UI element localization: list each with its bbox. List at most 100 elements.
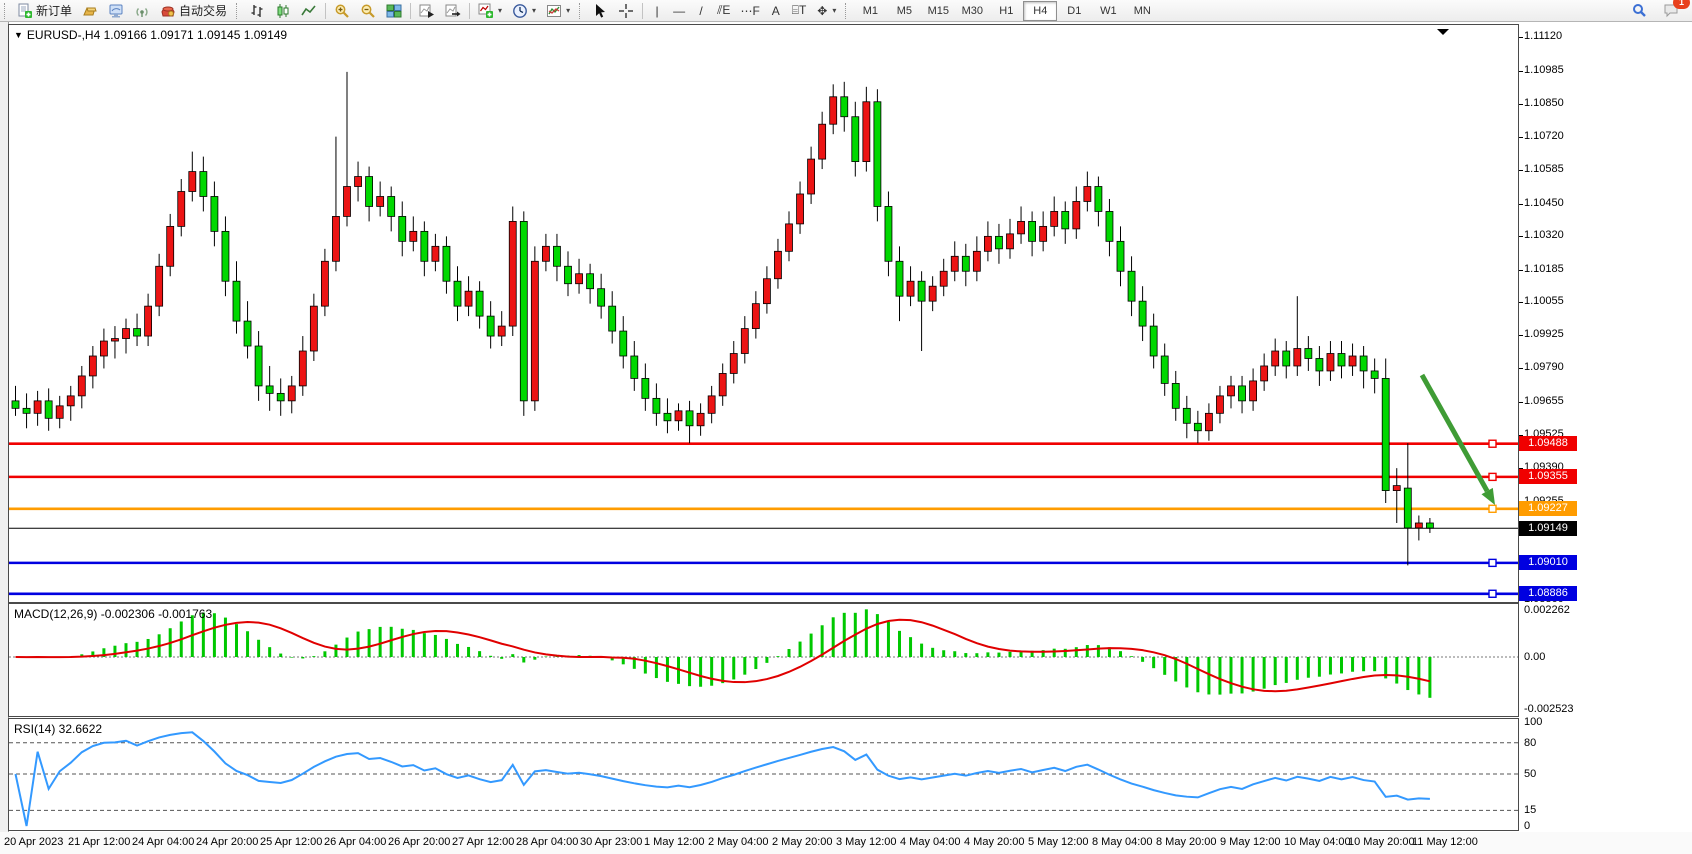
candle-body [1205,412,1213,432]
time-axis-label: 5 May 12:00 [1028,836,1089,848]
chart-stage: ▼ EURUSD-,H4 1.09166 1.09171 1.09145 1.0… [0,22,1692,854]
macd-pane[interactable]: MACD(12,26,9) -0.002306 -0.001763 [8,603,1519,717]
candle-body [1238,385,1246,402]
crosshair-button[interactable] [613,0,639,22]
macd-chart-canvas[interactable] [9,604,1518,716]
candle-body [906,280,915,297]
time-axis-label: 24 Apr 20:00 [196,836,259,848]
new-order-label: 新订单 [36,4,73,18]
candle-body [829,96,838,125]
candle-body [1426,522,1434,529]
vertical-line-tool-button[interactable]: | [646,0,668,22]
toolbar-grip[interactable] [4,2,10,19]
toolbar-grip[interactable] [845,2,851,19]
notification-badge: 1 [1673,0,1690,9]
toolbar-separator [469,2,471,19]
candle-body [851,116,860,162]
rsi-pane[interactable]: RSI(14) 32.6622 [8,718,1519,831]
cursor-button[interactable] [587,0,613,22]
time-axis-label: 27 Apr 12:00 [452,836,515,848]
bar-chart-button[interactable] [244,0,270,22]
down-arrow-annotation[interactable] [1419,373,1490,493]
candle-body [961,255,970,272]
timeframe-button-h4[interactable]: H4 [1023,0,1058,21]
fibonacci-tool-button[interactable]: ⋯F [735,0,764,22]
candle-body [343,186,351,217]
hline-handle[interactable] [1488,504,1497,513]
time-axis-label: 10 May 04:00 [1284,836,1351,848]
hline-handle[interactable] [1488,439,1497,448]
new-order-button[interactable]: 新订单 [12,0,77,22]
signals-button[interactable] [129,0,155,22]
equidistant-channel-tool-button[interactable]: ⫽E [712,0,735,22]
price-pane[interactable]: ▼ EURUSD-,H4 1.09166 1.09171 1.09145 1.0… [8,24,1519,603]
candle-body [1304,348,1313,359]
chart-shift-button[interactable] [440,0,466,22]
market-button[interactable] [77,0,103,22]
templates-button[interactable]: ▾ [541,0,575,22]
timeframe-button-mn[interactable]: MN [1133,4,1151,17]
timeframe-button-m30[interactable]: M30 [961,4,984,17]
horizontal-line-tool-button[interactable]: — [668,0,690,22]
timeframe-button-m5[interactable]: M5 [896,4,912,17]
time-axis-label: 4 May 20:00 [964,836,1025,848]
rsi-label: RSI(14) 32.6622 [14,722,103,736]
arrows-tool-dropdown-caret[interactable]: ▾ [832,6,837,15]
candle-body [519,221,528,402]
candle-body [243,320,252,347]
hline-handle[interactable] [1488,589,1497,598]
timeframe-button-w1[interactable]: W1 [1100,4,1117,17]
candle-body [1061,211,1070,230]
drawing-tools-group: | — / ⫽E ⋯F A ⌸T ✥ ▾ [646,0,841,22]
time-axis[interactable]: 20 Apr 2023 21 Apr 12:00 24 Apr 04:00 24 Ap… [0,832,1692,854]
bar-chart-icon [249,3,265,19]
timeframe-button-d1[interactable]: D1 [1067,4,1082,17]
tile-windows-button[interactable] [381,0,407,22]
zoom-in-button[interactable] [329,0,355,22]
timeframe-button-m1[interactable]: M1 [862,4,878,17]
toolbar-grip[interactable] [579,2,585,19]
zoom-out-button[interactable] [355,0,381,22]
axis-tickmark [1519,136,1523,138]
candle-body [55,405,64,419]
line-chart-button[interactable] [296,0,322,22]
templates-dropdown-caret[interactable]: ▾ [566,6,571,15]
new-chart-button[interactable]: ▾ [473,0,507,22]
price-axis-tick: 1.10720 [1524,129,1564,142]
candle-body [542,245,550,262]
candle-body [663,412,672,422]
candle-body [575,273,583,285]
notifications-button[interactable]: 1 [1658,0,1690,22]
trade-button-group: 新订单 自动交易 [12,0,232,22]
search-button[interactable] [1627,0,1652,22]
periods-dropdown-caret[interactable]: ▾ [532,6,537,15]
hline-handle[interactable] [1488,558,1497,568]
auto-scroll-button[interactable] [414,0,440,22]
candlestick-chart-button[interactable] [270,0,296,22]
new-chart-dropdown-caret[interactable]: ▾ [498,6,503,15]
text-tool-button[interactable]: A [765,0,787,22]
candlestick-chart-canvas[interactable] [9,25,1518,602]
timeframe-button-h1[interactable]: H1 [999,4,1014,17]
candle-body [1160,355,1169,384]
arrows-tool-button[interactable]: ✥ ▾ [811,0,841,22]
text-label-tool-button[interactable]: ⌸T [787,0,812,22]
last-bar-marker-icon[interactable] [1437,29,1449,35]
time-axis-label: 8 May 04:00 [1092,836,1153,848]
hline-handle[interactable] [1488,472,1497,482]
toolbar-grip[interactable] [236,2,242,19]
candle-body [1249,380,1257,402]
time-axis-label: 28 Apr 04:00 [516,836,579,848]
trendline-tool-button[interactable]: / [690,0,712,22]
timeframe-button-m15[interactable]: M15 [927,4,950,17]
price-axis-tick: 1.10850 [1524,97,1564,110]
price-axis-tick: 1.09790 [1524,361,1564,374]
rsi-chart-canvas[interactable] [9,719,1518,830]
autotrading-button[interactable]: 自动交易 [155,0,232,22]
chart-dropdown-icon[interactable]: ▼ [14,30,23,40]
periods-button[interactable]: ▾ [507,0,541,22]
candle-body [254,345,263,387]
candle-body [1039,225,1048,242]
candle-body [674,410,683,422]
vps-button[interactable] [103,0,129,22]
